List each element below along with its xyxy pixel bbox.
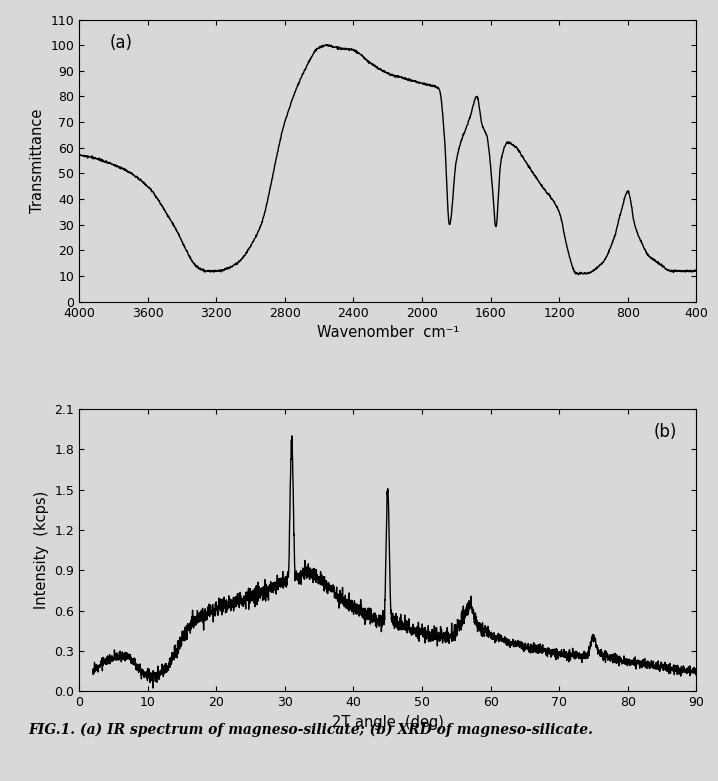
X-axis label: 2T angle  (deg): 2T angle (deg) (332, 715, 444, 729)
Y-axis label: Transmittance: Transmittance (29, 109, 45, 212)
Text: (b): (b) (653, 423, 676, 441)
Y-axis label: Intensity  (kcps): Intensity (kcps) (34, 491, 49, 609)
X-axis label: Wavenomber  cm⁻¹: Wavenomber cm⁻¹ (317, 325, 459, 341)
Text: FIG.1. (a) IR spectrum of magneso-silicate; (b) XRD of magneso-silicate.: FIG.1. (a) IR spectrum of magneso-silica… (29, 722, 594, 736)
Text: (a): (a) (110, 34, 133, 52)
